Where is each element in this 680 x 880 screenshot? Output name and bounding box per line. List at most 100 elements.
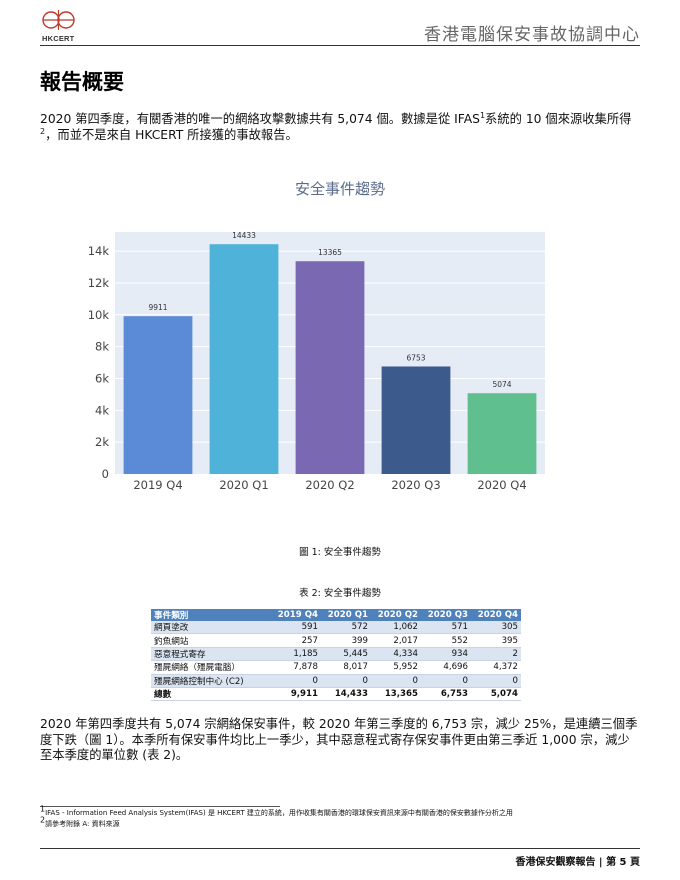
- header-divider: [40, 45, 640, 46]
- row-value: 0: [421, 674, 471, 688]
- intro-text-2: 系統的 10 個來源收集所得: [485, 112, 632, 126]
- footer-divider: [40, 848, 640, 849]
- footnote-ref-1: 1: [479, 110, 486, 120]
- bar-2020-q3: [381, 366, 451, 474]
- row-value: 395: [471, 633, 521, 648]
- table-total-row: 總數 9,911 14,433 13,365 6,753 5,074: [151, 686, 521, 702]
- page-footer: 香港保安觀察報告 | 第 5 頁: [515, 853, 640, 868]
- row-value: 0: [371, 674, 421, 688]
- data-label: 9911: [148, 303, 167, 312]
- y-tick-label: 2k: [95, 435, 109, 449]
- row-value: 4,696: [421, 660, 471, 675]
- page-number: 第 5 頁: [606, 857, 640, 868]
- footnotes: 1IFAS - Information Feed Analysis System…: [40, 804, 640, 830]
- row-category: 釣魚網站: [151, 633, 271, 648]
- incident-statistics-table: 事件類別 2019 Q4 2020 Q1 2020 Q2 2020 Q3 2020 Q4 …: [151, 609, 521, 702]
- footnote-ref-2: 2: [40, 126, 46, 136]
- y-tick-label: 14k: [88, 244, 110, 258]
- data-label: 5074: [492, 380, 511, 389]
- page-header: HKCERT 香港電腦保安事故協調中心: [40, 8, 640, 45]
- chart-title: 安全事件趨勢: [295, 180, 385, 198]
- header-quarter: 2019 Q4: [271, 609, 321, 621]
- report-name: 香港保安觀察報告: [515, 857, 596, 868]
- footnote-2-mark: 2: [40, 815, 46, 825]
- row-category: 總數: [151, 686, 271, 702]
- data-label: 13365: [318, 248, 342, 257]
- footnote-2-text: 請參考附錄 A: 資料來源: [45, 820, 120, 828]
- table-row: 殭屍網絡控制中心 (C2) 0 0 0 0 0: [151, 674, 521, 688]
- row-value: 572: [321, 621, 371, 635]
- footnote-1: 1IFAS - Information Feed Analysis System…: [40, 804, 640, 819]
- row-value: 9,911: [271, 686, 321, 702]
- x-tick-label: 2020 Q3: [391, 478, 440, 492]
- footnote-divider: [40, 806, 280, 807]
- hkcert-logo: HKCERT: [40, 8, 88, 44]
- row-value: 5,074: [471, 686, 521, 702]
- bar-2019-q4: [123, 316, 193, 474]
- x-tick-label: 2019 Q4: [133, 478, 182, 492]
- page-title: 報告概要: [40, 70, 124, 94]
- intro-text-1: 2020 第四季度，有關香港的唯一的網絡攻擊數據共有 5,074 個。數據是從 …: [40, 112, 480, 126]
- row-value: 552: [421, 633, 471, 648]
- row-value: 2: [471, 647, 521, 662]
- footnote-1-text: IFAS - Information Feed Analysis System(…: [45, 809, 513, 817]
- data-label: 6753: [406, 353, 425, 362]
- x-tick-label: 2020 Q1: [219, 478, 268, 492]
- summary-paragraph: 2020 年第四季度共有 5,074 宗網絡保安事件，較 2020 年第三季度的…: [40, 717, 638, 762]
- row-value: 4,372: [471, 660, 521, 675]
- y-tick-label: 4k: [95, 403, 109, 417]
- y-tick-label: 12k: [88, 276, 110, 290]
- header-quarter: 2020 Q1: [321, 609, 371, 621]
- figure-caption: 圖 1: 安全事件趨勢: [299, 547, 381, 558]
- header-quarter: 2020 Q2: [371, 609, 421, 621]
- row-value: 0: [321, 674, 371, 688]
- row-value: 1,062: [371, 621, 421, 635]
- row-value: 8,017: [321, 660, 371, 675]
- x-tick-label: 2020 Q2: [305, 478, 354, 492]
- row-value: 7,878: [271, 660, 321, 675]
- header-quarter: 2020 Q4: [471, 609, 521, 621]
- footnote-2: 2請參考附錄 A: 資料來源: [40, 815, 640, 830]
- row-value: 5,445: [321, 647, 371, 662]
- header-category: 事件類別: [151, 609, 271, 621]
- footer-separator: |: [595, 857, 607, 868]
- footnote-1-mark: 1: [40, 804, 46, 814]
- table-row: 殭屍網絡（殭屍電腦） 7,878 8,017 5,952 4,696 4,372: [151, 660, 521, 675]
- row-value: 4,334: [371, 647, 421, 662]
- row-category: 惡意程式寄存: [151, 647, 271, 662]
- row-value: 934: [421, 647, 471, 662]
- bar-2020-q2: [295, 261, 365, 474]
- row-value: 14,433: [321, 686, 371, 702]
- header-quarter: 2020 Q3: [421, 609, 471, 621]
- logo-text: HKCERT: [42, 34, 75, 43]
- row-value: 257: [271, 633, 321, 648]
- row-value: 1,185: [271, 647, 321, 662]
- row-value: 6,753: [421, 686, 471, 702]
- x-tick-label: 2020 Q4: [477, 478, 526, 492]
- table-row: 網頁塗改 591 572 1,062 571 305: [151, 621, 521, 635]
- row-value: 13,365: [371, 686, 421, 702]
- organization-name: 香港電腦保安事故協調中心: [424, 25, 640, 45]
- row-value: 0: [271, 674, 321, 688]
- row-value: 5,952: [371, 660, 421, 675]
- bar-2020-q4: [467, 393, 537, 474]
- row-value: 591: [271, 621, 321, 635]
- intro-paragraph: 2020 第四季度，有關香港的唯一的網絡攻擊數據共有 5,074 個。數據是從 …: [40, 110, 640, 143]
- row-value: 305: [471, 621, 521, 635]
- y-tick-label: 0: [102, 467, 109, 481]
- row-value: 2,017: [371, 633, 421, 648]
- table-header-row: 事件類別 2019 Q4 2020 Q1 2020 Q2 2020 Q3 2020 Q4: [151, 609, 521, 621]
- data-label: 14433: [232, 231, 256, 240]
- table-row: 釣魚網站 257 399 2,017 552 395: [151, 633, 521, 648]
- y-tick-label: 8k: [95, 340, 109, 354]
- bar-2020-q1: [209, 244, 279, 474]
- y-tick-label: 10k: [88, 308, 110, 322]
- row-value: 0: [471, 674, 521, 688]
- row-category: 殭屍網絡（殭屍電腦）: [151, 660, 271, 675]
- intro-text-3: ，而並不是來自 HKCERT 所接獲的事故報告。: [45, 127, 298, 142]
- table-row: 惡意程式寄存 1,185 5,445 4,334 934 2: [151, 647, 521, 662]
- row-category: 網頁塗改: [151, 621, 271, 635]
- security-incident-trend-chart: 安全事件趨勢 0 2k 4k 6k 8k 10k 12k 14k 9911 2019 Q4 14433…: [88, 180, 545, 492]
- y-tick-label: 6k: [95, 371, 109, 385]
- hkcert-logo-icon: [42, 10, 75, 30]
